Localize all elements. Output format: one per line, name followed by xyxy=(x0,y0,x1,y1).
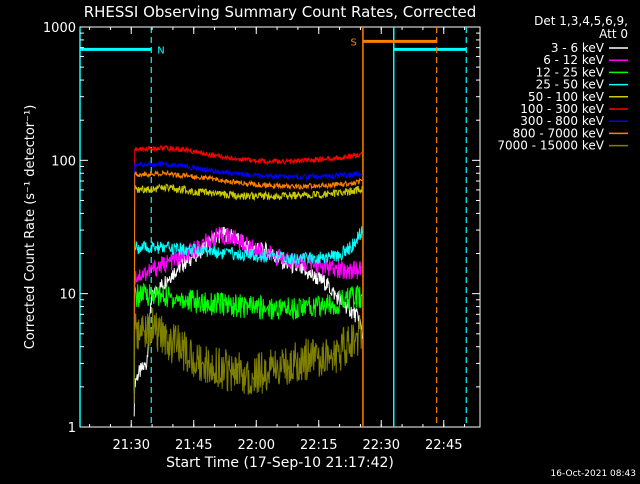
y-tick-label: 1000 xyxy=(43,21,76,36)
x-tick-label: 22:30 xyxy=(363,438,400,453)
series-line xyxy=(133,159,363,374)
chart-title: RHESSI Observing Summary Count Rates, Co… xyxy=(84,3,477,21)
series-layer xyxy=(133,144,363,417)
series-line xyxy=(133,226,363,394)
x-tick-label: 22:00 xyxy=(238,438,275,453)
series-line xyxy=(133,308,363,404)
x-tick-label: 22:45 xyxy=(425,438,462,453)
legend-entry-label: 800 - 7000 keV xyxy=(513,126,605,140)
legend-entry-label: 3 - 6 keV xyxy=(551,41,605,55)
y-tick-label: 10 xyxy=(59,288,76,303)
x-tick-label: 22:15 xyxy=(300,438,337,453)
x-axis: 21:30 21:45 22:00 22:15 22:30 22:45 xyxy=(89,27,466,453)
footer-timestamp: 16-Oct-2021 08:43 xyxy=(551,469,636,479)
y-axis-label: Corrected Count Rate (s⁻¹ detector⁻¹) xyxy=(23,105,38,350)
y-axis: 1 10 100 1000 xyxy=(43,21,480,436)
legend-entry-label: 6 - 12 keV xyxy=(543,53,605,67)
marker-layer: NS xyxy=(79,27,467,427)
y-tick-label: 1 xyxy=(68,421,76,436)
series-line xyxy=(133,169,363,374)
attenuator-marker-label: S xyxy=(351,37,357,48)
legend-entry-label: 50 - 100 keV xyxy=(528,90,605,104)
legend-entry-label: 25 - 50 keV xyxy=(536,78,605,92)
legend-entry-label: 300 - 800 keV xyxy=(520,114,604,128)
legend-entry-label: 12 - 25 keV xyxy=(536,65,605,79)
legend-header-line-2: Att 0 xyxy=(599,27,628,41)
legend-entry-label: 100 - 300 keV xyxy=(520,102,604,116)
x-tick-label: 21:45 xyxy=(175,438,212,453)
x-axis-label: Start Time (17-Sep-10 21:17:42) xyxy=(166,455,394,471)
x-tick-label: 21:30 xyxy=(113,438,150,453)
series-line xyxy=(133,144,363,364)
series-line xyxy=(133,183,363,374)
y-tick-label: 100 xyxy=(51,154,76,169)
series-line xyxy=(133,282,363,394)
night-marker-label: N xyxy=(157,45,164,56)
series-line xyxy=(133,226,363,417)
legend-header-line-1: Det 1,3,4,5,6,9, xyxy=(534,14,628,28)
legend-entry-label: 7000 - 15000 keV xyxy=(497,139,604,153)
